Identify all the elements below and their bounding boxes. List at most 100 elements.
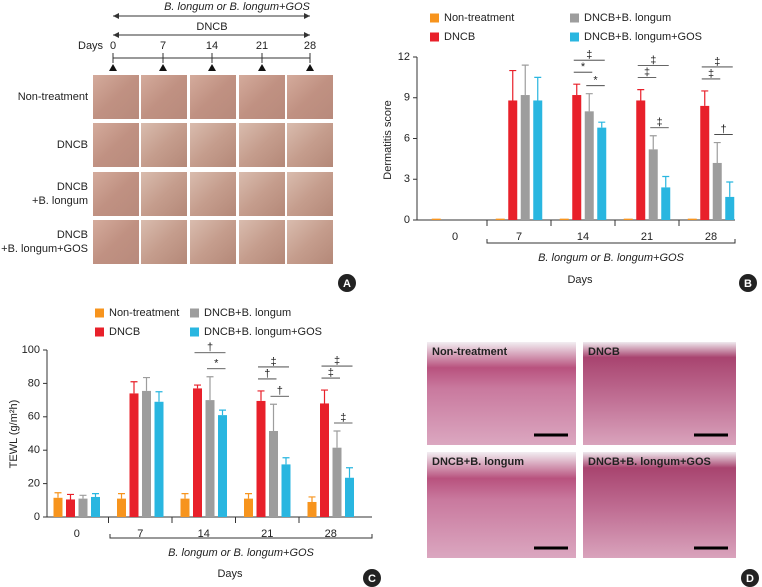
error-bar — [54, 492, 62, 498]
skin-photo — [287, 220, 333, 264]
day-label: 14 — [206, 40, 218, 52]
legend-swatch — [190, 327, 199, 337]
error-bar — [509, 69, 517, 101]
y-axis-title: TEWL (g/m²h) — [8, 400, 20, 469]
bar — [142, 390, 151, 517]
skin-photo — [190, 75, 236, 119]
bar — [78, 498, 88, 517]
error-bar — [92, 493, 99, 497]
legend-swatch — [95, 327, 104, 337]
legend-swatch — [430, 13, 439, 23]
bar — [256, 400, 266, 517]
histology-image — [427, 452, 576, 558]
significance-mark: † — [720, 123, 726, 135]
x-tick-label: 21 — [641, 231, 653, 243]
skin-photo — [190, 172, 236, 216]
panel-letter-badge — [363, 569, 381, 587]
y-tick-label: 0 — [34, 511, 40, 523]
error-bar — [713, 141, 721, 163]
significance-mark: ‡ — [328, 367, 334, 379]
error-bar — [130, 381, 138, 394]
days-label: Days — [78, 40, 104, 52]
x-tick-label: 0 — [74, 528, 80, 540]
error-bar — [346, 467, 353, 478]
legend-swatch — [570, 13, 579, 23]
significance-mark: ‡ — [340, 412, 346, 424]
error-bar — [598, 121, 606, 128]
histology-label: DNCB+B. longum+GOS — [588, 456, 711, 468]
panel-letter: D — [746, 573, 754, 585]
row-label: DNCB — [57, 181, 88, 193]
bar — [431, 218, 441, 220]
bar — [508, 100, 518, 220]
bar — [117, 498, 126, 517]
significance-mark: ‡ — [270, 356, 276, 368]
skin-photo — [190, 220, 236, 264]
y-tick-label: 0 — [404, 214, 410, 226]
legend-label: DNCB+B. longum+GOS — [584, 31, 702, 43]
legend-label: Non-treatment — [444, 12, 514, 24]
y-tick-label: 3 — [404, 173, 410, 185]
panel-letter: B — [744, 278, 752, 290]
bar — [495, 218, 505, 220]
error-bar — [181, 493, 189, 499]
error-bar — [118, 493, 125, 499]
x-tick-label: 7 — [516, 231, 522, 243]
error-bar — [534, 76, 542, 101]
y-tick-label: 40 — [28, 444, 40, 456]
skin-photo — [93, 220, 139, 264]
bar — [559, 218, 569, 220]
x-tick-label: 14 — [577, 231, 589, 243]
bar — [218, 415, 227, 517]
error-bar — [701, 90, 709, 106]
y-tick-label: 100 — [22, 344, 40, 356]
x-tick-label: 28 — [705, 231, 717, 243]
bar — [345, 477, 354, 517]
legend-label: DNCB+B. longum — [584, 12, 671, 24]
row-label: DNCB — [57, 139, 88, 151]
legend-label: DNCB — [444, 31, 475, 43]
treatment-arrow-label: B. longum or B. longum+GOS — [164, 1, 310, 13]
timepoint-marker — [258, 64, 266, 71]
histology-image — [583, 342, 736, 445]
legend-label: DNCB — [109, 326, 140, 338]
skin-photo — [93, 123, 139, 167]
panel-letter: A — [343, 278, 351, 290]
error-bar — [155, 391, 163, 402]
legend-label: Non-treatment — [109, 307, 179, 319]
timepoint-marker — [208, 64, 216, 71]
histology-label: DNCB+B. longum — [432, 456, 524, 468]
error-bar — [206, 376, 214, 401]
y-tick-label: 9 — [404, 92, 410, 104]
panel-d: Non-treatment DNCB DNCB+B. longum DNCB+B. l… — [427, 342, 736, 558]
x-tick-label: 21 — [261, 528, 273, 540]
y-tick-label: 20 — [28, 478, 40, 490]
row-label: DNCB — [57, 229, 88, 241]
legend-swatch — [570, 32, 579, 42]
error-bar — [219, 409, 226, 416]
y-tick-label: 80 — [28, 377, 40, 389]
significance-mark: ‡ — [644, 67, 650, 79]
bar — [193, 388, 202, 517]
bar — [53, 497, 63, 517]
bar — [661, 187, 671, 220]
bar — [533, 100, 543, 220]
significance-mark: * — [581, 61, 586, 73]
bar — [636, 100, 646, 220]
bracket-label: B. longum or B. longum+GOS — [168, 547, 314, 559]
legend-swatch — [95, 308, 104, 318]
error-bar — [245, 493, 252, 499]
histology-label: Non-treatment — [432, 346, 508, 358]
x-tick-label: 7 — [137, 528, 143, 540]
x-axis-title: Days — [567, 274, 593, 286]
skin-photo — [141, 75, 187, 119]
significance-mark: ‡ — [656, 117, 662, 129]
legend-swatch — [430, 32, 439, 42]
bar — [320, 403, 329, 517]
bar — [281, 464, 291, 517]
bar — [572, 95, 582, 220]
skin-photo — [287, 75, 333, 119]
significance-mark: ‡ — [586, 49, 592, 61]
skin-photo — [141, 172, 187, 216]
